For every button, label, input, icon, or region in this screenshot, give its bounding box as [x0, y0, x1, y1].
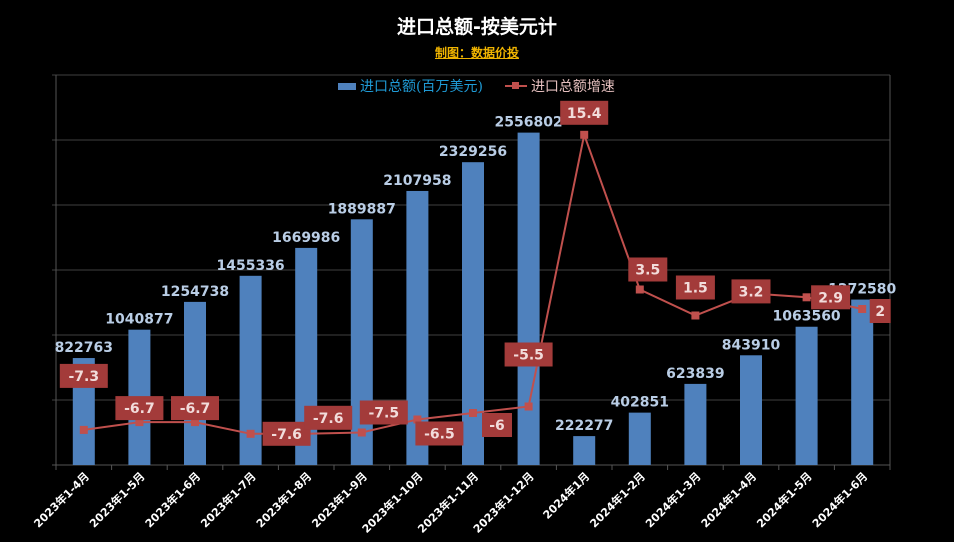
bar	[851, 299, 874, 465]
x-tick-label: 2023年1-7月	[198, 469, 259, 530]
growth-marker	[635, 285, 644, 294]
bar	[406, 190, 429, 465]
x-tick-label: 2023年1-9月	[309, 469, 370, 530]
x-tick-label: 2024年1-6月	[809, 469, 870, 530]
growth-data-label: -7.6	[313, 411, 344, 427]
x-tick-label: 2024年1-5月	[754, 469, 815, 530]
growth-data-label: -7.6	[271, 427, 302, 443]
growth-marker	[580, 130, 589, 139]
x-tick-label: 2024年1月	[540, 469, 593, 522]
x-tick-label: 2023年1-8月	[253, 469, 314, 530]
bar	[795, 326, 818, 465]
growth-marker	[524, 402, 533, 411]
bar-data-label: 1040877	[105, 312, 173, 328]
growth-label-box	[59, 363, 108, 388]
bar	[740, 355, 762, 465]
growth-data-label: -7.3	[68, 369, 99, 385]
growth-data-label: -7.5	[368, 406, 399, 422]
growth-data-label: -6.7	[180, 401, 211, 417]
bar-data-label: 1669986	[272, 230, 340, 246]
growth-data-label: 2	[875, 304, 885, 320]
x-tick-label: 2024年1-2月	[587, 469, 648, 530]
growth-marker	[413, 415, 422, 424]
growth-marker	[802, 293, 811, 302]
growth-label-box	[262, 421, 311, 446]
bar	[462, 162, 484, 465]
x-tick-label: 2023年1-6月	[142, 469, 203, 530]
bar	[573, 436, 596, 465]
growth-data-label: -6	[489, 418, 505, 434]
bar-data-label: 623839	[666, 366, 724, 382]
growth-label-box	[304, 405, 353, 430]
legend-bar-swatch	[338, 82, 356, 90]
bar-data-label: 402851	[611, 395, 669, 411]
bar	[239, 275, 262, 465]
chart-subtitle: 制图：数据价投	[0, 44, 954, 61]
bar	[350, 219, 373, 465]
growth-marker	[79, 425, 88, 434]
bar-data-label: 1063560	[772, 309, 840, 325]
x-tick-label: 2024年1-4月	[698, 469, 759, 530]
bar	[184, 301, 206, 465]
bar-data-label: 1889887	[328, 201, 396, 217]
growth-label-box	[171, 396, 219, 421]
bar-data-label: 2329256	[439, 144, 507, 160]
growth-label-box	[869, 299, 891, 323]
bar-data-label: 822763	[55, 340, 113, 356]
bar-data-label: 222277	[555, 418, 613, 434]
legend-line-swatch	[504, 82, 527, 89]
growth-data-label: 15.4	[567, 106, 602, 122]
growth-marker	[469, 409, 477, 417]
growth-label-box	[482, 413, 512, 437]
subtitle-text: 制图：数据价投	[434, 46, 519, 60]
bar-data-label: 2107958	[383, 173, 451, 189]
growth-marker	[135, 418, 144, 427]
bar-data-label: 843910	[722, 337, 781, 353]
growth-marker	[357, 428, 366, 437]
growth-marker	[858, 305, 867, 313]
bar	[517, 132, 540, 466]
growth-label-box	[628, 257, 668, 282]
x-tick-label: 2024年1-3月	[642, 469, 703, 530]
growth-data-label: 2.9	[818, 290, 843, 306]
growth-data-label: -6.7	[124, 401, 155, 417]
growth-data-label: 1.5	[683, 281, 708, 297]
legend-line-label: 进口总额增速	[530, 79, 615, 95]
growth-label-box	[560, 100, 609, 125]
x-tick-label: 2023年1-5月	[86, 469, 147, 530]
bar-data-label: 1455336	[216, 258, 284, 274]
bar-data-label: 1254738	[161, 284, 229, 300]
growth-label-box	[359, 400, 408, 425]
growth-data-label: 3.5	[635, 263, 660, 279]
bar	[684, 383, 707, 465]
growth-label-box	[504, 342, 553, 367]
growth-data-label: -5.5	[513, 348, 544, 364]
x-tick-label: 2023年1-4月	[31, 469, 92, 530]
growth-label-box	[811, 285, 851, 310]
legend-bar-label: 进口总额(百万美元)	[360, 79, 483, 95]
growth-label-box	[731, 279, 771, 304]
legend: 进口总额(百万美元) 进口总额增速	[338, 76, 615, 96]
growth-marker	[691, 311, 700, 320]
growth-marker	[246, 429, 255, 438]
growth-marker	[191, 418, 199, 427]
growth-label-box	[115, 396, 164, 421]
growth-label-box	[675, 275, 715, 300]
growth-data-label: 3.2	[739, 284, 764, 300]
bar	[628, 412, 651, 465]
chart-title: 进口总额-按美元计	[397, 16, 557, 38]
bar-data-label: 2556802	[494, 115, 562, 131]
growth-data-label: -6.5	[424, 427, 455, 443]
growth-label-box	[415, 421, 464, 446]
